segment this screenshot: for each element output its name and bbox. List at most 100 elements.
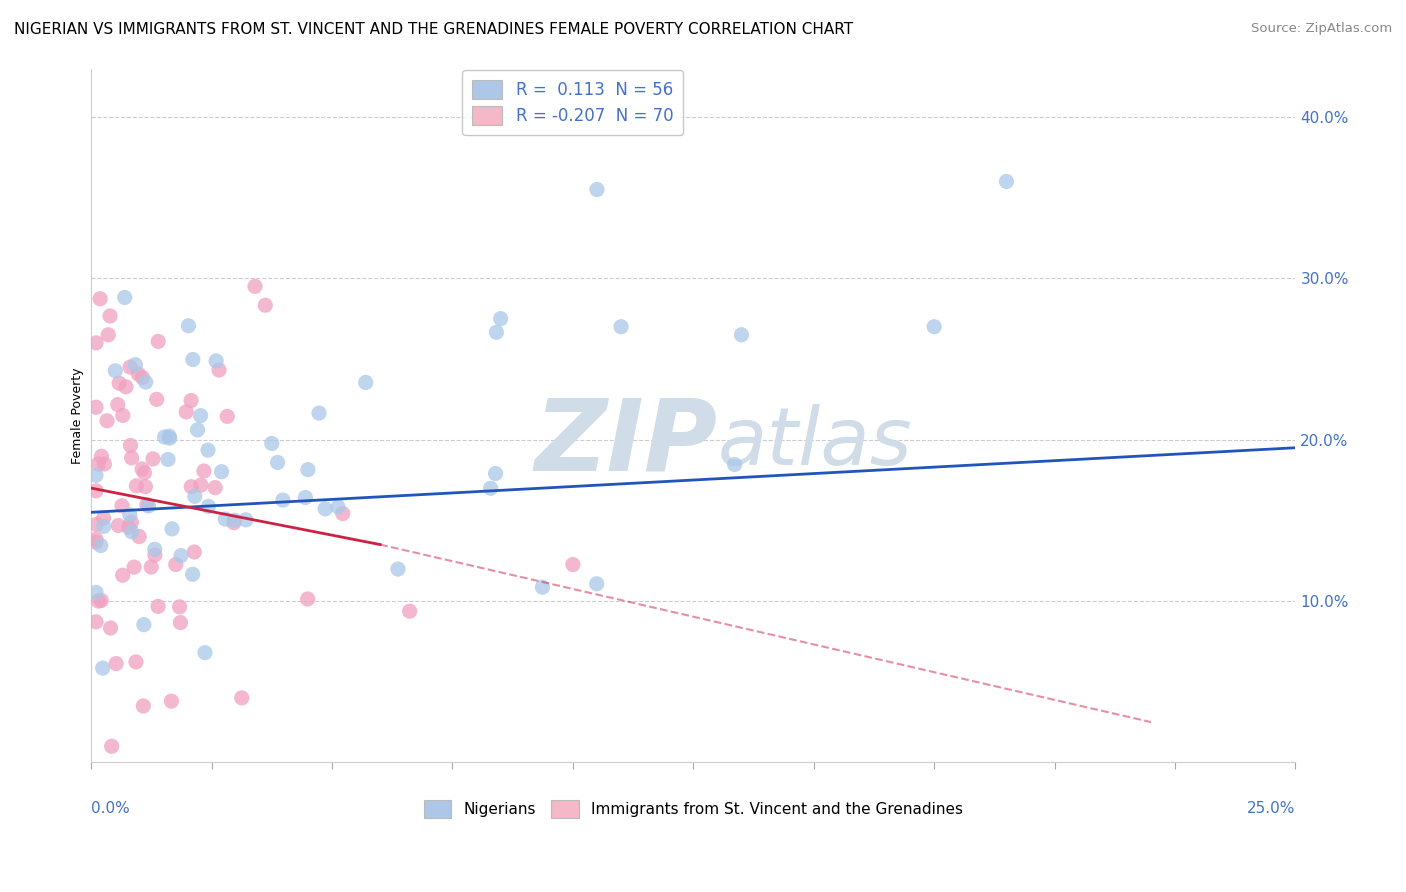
Point	[222, 516, 245, 530]
Point	[208, 363, 231, 377]
Point	[121, 450, 143, 465]
Point	[211, 465, 233, 479]
Point	[121, 524, 143, 539]
Point	[586, 183, 609, 197]
Point	[479, 481, 502, 495]
Point	[98, 309, 121, 323]
Point	[204, 481, 226, 495]
Point	[214, 512, 236, 526]
Point	[145, 392, 167, 407]
Point	[142, 451, 165, 466]
Point	[326, 500, 349, 514]
Point	[387, 562, 409, 576]
Point	[107, 398, 129, 412]
Point	[132, 617, 155, 632]
Point	[146, 599, 169, 614]
Point	[170, 549, 193, 563]
Point	[127, 367, 149, 381]
Point	[169, 615, 191, 630]
Point	[224, 513, 246, 527]
Point	[484, 467, 506, 481]
Point	[105, 657, 128, 671]
Point	[114, 290, 136, 304]
Point	[254, 298, 277, 312]
Point	[181, 352, 204, 367]
Point	[531, 580, 554, 594]
Point	[197, 500, 219, 514]
Point	[118, 508, 141, 522]
Point	[271, 493, 294, 508]
Point	[84, 585, 107, 599]
Point	[156, 452, 179, 467]
Text: NIGERIAN VS IMMIGRANTS FROM ST. VINCENT AND THE GRENADINES FEMALE POVERTY CORREL: NIGERIAN VS IMMIGRANTS FROM ST. VINCENT …	[14, 22, 853, 37]
Point	[153, 430, 176, 444]
Point	[107, 518, 129, 533]
Point	[93, 511, 115, 525]
Text: 25.0%: 25.0%	[1247, 801, 1295, 815]
Point	[84, 615, 107, 629]
Point	[585, 576, 607, 591]
Text: ZIP: ZIP	[534, 395, 717, 491]
Point	[165, 558, 187, 572]
Point	[125, 479, 148, 493]
Point	[143, 542, 166, 557]
Point	[100, 621, 122, 635]
Point	[120, 360, 142, 375]
Point	[134, 466, 156, 480]
Point	[111, 568, 134, 582]
Point	[115, 380, 138, 394]
Point	[169, 599, 191, 614]
Point	[308, 406, 330, 420]
Point	[489, 311, 512, 326]
Point	[104, 364, 127, 378]
Point	[111, 409, 134, 423]
Point	[100, 739, 122, 754]
Point	[148, 334, 170, 349]
Point	[89, 292, 111, 306]
Point	[180, 480, 202, 494]
Point	[97, 327, 120, 342]
Point	[84, 468, 107, 483]
Point	[485, 325, 508, 339]
Point	[294, 491, 316, 505]
Point	[125, 655, 148, 669]
Point	[131, 462, 153, 476]
Point	[84, 401, 107, 415]
Point	[183, 545, 205, 559]
Y-axis label: Female Poverty: Female Poverty	[72, 368, 84, 464]
Point	[186, 423, 208, 437]
Text: 0.0%: 0.0%	[91, 801, 129, 815]
Point	[84, 532, 107, 546]
Point	[190, 409, 212, 423]
Point	[297, 462, 319, 476]
Point	[260, 436, 283, 450]
Point	[90, 593, 112, 607]
Point	[157, 429, 180, 443]
Point	[111, 499, 134, 513]
Point	[93, 457, 115, 471]
Point	[181, 567, 204, 582]
Point	[723, 458, 745, 472]
Point	[87, 457, 110, 471]
Point	[205, 354, 228, 368]
Point	[160, 694, 183, 708]
Point	[174, 405, 197, 419]
Point	[131, 370, 153, 384]
Point	[132, 698, 155, 713]
Point	[354, 376, 377, 390]
Point	[124, 358, 146, 372]
Point	[610, 319, 633, 334]
Point	[159, 431, 181, 445]
Point	[87, 594, 110, 608]
Point	[84, 335, 107, 350]
Point	[84, 483, 107, 498]
Point	[332, 507, 354, 521]
Point	[561, 558, 583, 572]
Point	[84, 535, 107, 549]
Point	[190, 478, 212, 492]
Point	[143, 548, 166, 562]
Point	[160, 522, 183, 536]
Point	[197, 443, 219, 458]
Point	[314, 501, 336, 516]
Point	[108, 376, 131, 391]
